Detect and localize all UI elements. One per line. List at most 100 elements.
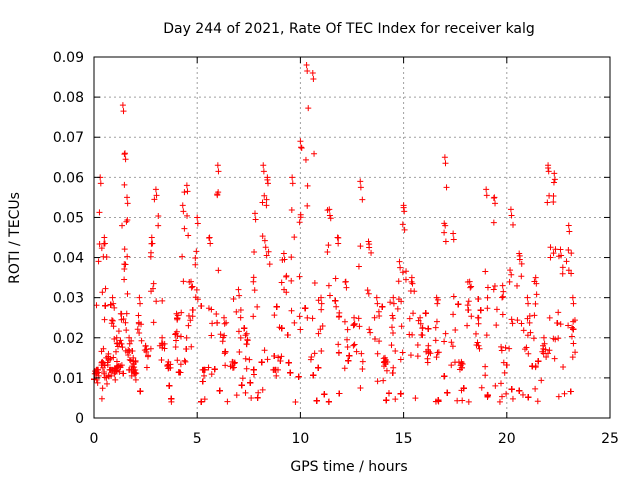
data-point: [122, 319, 129, 326]
data-point: [524, 315, 531, 322]
data-point: [506, 278, 513, 285]
data-point: [408, 278, 415, 285]
y-tick-label: 0.03: [53, 291, 84, 307]
data-point: [510, 221, 517, 228]
data-point: [344, 326, 351, 333]
data-point: [477, 307, 484, 314]
data-point: [178, 309, 185, 316]
data-point: [532, 385, 539, 392]
data-point: [98, 362, 105, 369]
data-point: [205, 305, 212, 312]
data-point: [273, 372, 280, 379]
data-point: [467, 284, 474, 291]
data-point: [383, 367, 390, 374]
data-point: [525, 300, 532, 307]
data-point: [394, 305, 401, 312]
data-point: [353, 348, 360, 355]
data-point: [442, 238, 449, 245]
data-point: [116, 368, 123, 375]
data-point: [374, 300, 381, 307]
data-point: [374, 378, 381, 385]
data-point: [568, 250, 575, 257]
data-point: [247, 379, 254, 386]
data-point: [530, 335, 537, 342]
x-tick-label: 25: [601, 431, 619, 447]
data-point: [298, 144, 305, 151]
data-point: [101, 316, 108, 323]
data-point: [568, 324, 575, 331]
data-point: [153, 192, 160, 199]
data-point: [390, 364, 397, 371]
data-point: [525, 350, 532, 357]
data-point: [121, 151, 128, 158]
data-point: [324, 249, 331, 256]
data-point: [119, 102, 126, 109]
data-point: [155, 213, 162, 220]
data-point: [356, 323, 363, 330]
data-point: [114, 363, 121, 370]
data-point: [344, 336, 351, 343]
data-point: [252, 216, 259, 223]
data-point: [483, 186, 490, 193]
data-point: [233, 308, 240, 315]
grid-lines: [94, 57, 610, 418]
data-point: [243, 330, 250, 337]
data-point: [112, 376, 119, 383]
data-point: [566, 228, 573, 235]
data-point: [259, 386, 266, 393]
data-point: [345, 357, 352, 364]
data-point: [343, 284, 350, 291]
y-tick-label: 0.01: [53, 371, 84, 387]
data-point: [242, 389, 249, 396]
data-point: [242, 355, 249, 362]
data-point: [508, 386, 515, 393]
data-point: [117, 337, 124, 344]
data-point: [254, 394, 261, 401]
data-point: [500, 359, 507, 366]
data-point: [214, 191, 221, 198]
data-point: [450, 236, 457, 243]
data-point: [304, 68, 311, 75]
data-point: [183, 182, 190, 189]
data-point: [326, 292, 333, 299]
data-point: [341, 318, 348, 325]
data-point: [545, 165, 552, 172]
data-point: [278, 353, 285, 360]
data-point: [103, 254, 110, 261]
data-point: [401, 226, 408, 233]
data-point: [357, 184, 364, 191]
data-point: [309, 70, 316, 77]
data-point: [419, 332, 426, 339]
data-point: [125, 366, 132, 373]
data-point: [441, 154, 448, 161]
data-point: [230, 295, 237, 302]
data-point: [311, 280, 318, 287]
data-point: [448, 362, 455, 369]
data-point: [285, 359, 292, 366]
data-point: [142, 343, 149, 350]
data-point: [123, 327, 130, 334]
data-point: [475, 314, 482, 321]
data-point: [223, 319, 230, 326]
data-point: [565, 222, 572, 229]
data-point: [189, 313, 196, 320]
data-point: [524, 294, 531, 301]
data-point: [441, 220, 448, 227]
data-point: [179, 202, 186, 209]
data-point: [497, 380, 504, 387]
data-point: [555, 393, 562, 400]
y-tick-label: 0.02: [53, 331, 84, 347]
data-point: [385, 390, 392, 397]
data-point: [359, 365, 366, 372]
data-point: [425, 325, 432, 332]
data-point: [442, 160, 449, 167]
data-point: [518, 273, 525, 280]
data-point: [144, 353, 151, 360]
data-point: [335, 313, 342, 320]
data-point: [97, 180, 104, 187]
data-point: [95, 258, 102, 265]
data-point: [192, 254, 199, 261]
data-point: [199, 378, 206, 385]
data-point: [116, 340, 123, 347]
data-point: [498, 347, 505, 354]
